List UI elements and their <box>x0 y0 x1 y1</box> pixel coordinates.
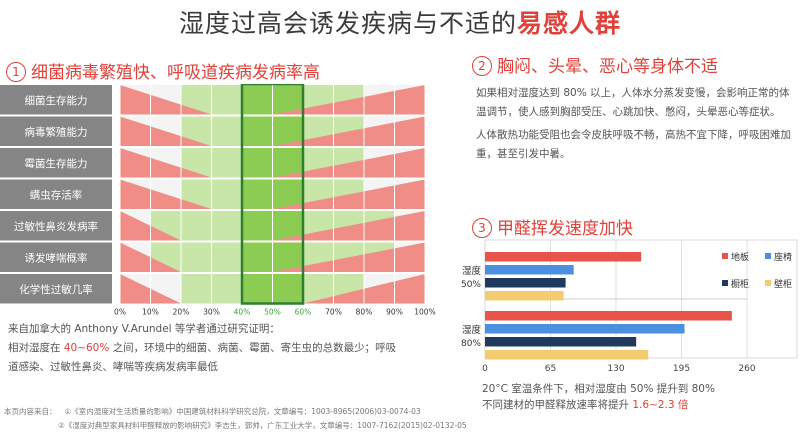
category-label: 湿度 <box>462 265 482 277</box>
section-2-para-2: 人体散热功能受阻也会令皮肤呼吸不畅，高热不宜下降，呼吸困难加重，甚至引发中暑。 <box>476 129 791 160</box>
section-1-line-3: 道感染、过敏性鼻炎、哮喘等疾病发病率最低 <box>8 361 218 373</box>
bar-壁柜 <box>485 350 649 360</box>
section-2-text: 如果相对湿度达到 80% 以上，人体水分蒸发变慢，会影响正常的体温调节，使人感到… <box>476 84 794 164</box>
page-title-highlight: 易感人群 <box>517 9 622 38</box>
section-2-number: 2 <box>472 56 492 76</box>
footnote-line-1: 本页内容来自： ①《室内湿度对生活质量的影响》中国建筑材料科学研究总院，文章编号：… <box>4 406 467 417</box>
humidity-matrix: 细菌生存能力病毒繁殖能力霉菌生存能力螨虫存活率过敏性鼻炎发病率诱发哮喘概率化学性… <box>0 84 436 317</box>
bar-壁柜 <box>485 291 564 301</box>
section-3-number: 3 <box>472 218 492 238</box>
legend-swatch <box>722 253 728 259</box>
risk-wedge-right <box>272 116 425 146</box>
legend-label: 壁柜 <box>774 278 792 290</box>
section-1-title: 1 细菌病毒繁殖快、呼吸道疾病发病率高 <box>6 58 320 83</box>
row-label-bg <box>0 242 112 272</box>
footnote-prefix: 本页内容来自： <box>4 407 57 416</box>
x-tick-label: 260 <box>738 364 755 374</box>
page-title: 湿度过高会诱发疾病与不适的易感人群 <box>0 4 800 40</box>
bar-地板 <box>485 311 732 321</box>
row-label: 化学性过敏几率 <box>19 283 93 296</box>
legend-swatch <box>765 253 771 259</box>
risk-wedge-right <box>272 148 425 178</box>
row-label: 细菌生存能力 <box>25 94 88 107</box>
percent-tick: 50% <box>264 308 281 317</box>
legend-swatch <box>765 280 771 286</box>
row-label-bg <box>0 179 112 209</box>
row-label: 螨虫存活率 <box>30 188 83 201</box>
page-title-text: 湿度过高会诱发疾病与不适的 <box>178 9 517 38</box>
percent-tick: 30% <box>203 308 220 317</box>
percent-tick: 90% <box>386 308 403 317</box>
risk-wedge-left <box>120 179 212 209</box>
risk-wedge-right <box>272 85 425 115</box>
percent-tick: 40% <box>234 308 251 317</box>
category-label: 湿度 <box>462 324 482 336</box>
row-label-bg <box>0 116 112 146</box>
legend-label: 座椅 <box>774 251 792 263</box>
category-label: 80% <box>461 339 481 349</box>
section-1-number: 1 <box>6 62 26 82</box>
percent-tick: 0% <box>114 308 126 317</box>
section-2-para-1: 如果相对湿度达到 80% 以上，人体水分蒸发变慢，会影响正常的体温调节，使人感到… <box>476 87 790 118</box>
release-rate-increase: 1.6~2.3 倍 <box>632 399 689 411</box>
row-label-bg <box>0 148 112 178</box>
bar-橱柜 <box>485 337 637 347</box>
section-1-line-2b: 之间，环境中的细菌、病菌、霉菌、寄生虫的总数最少；呼吸 <box>109 342 397 354</box>
x-tick-label: 65 <box>545 364 556 374</box>
percent-tick: 70% <box>325 308 342 317</box>
risk-wedge-left <box>120 116 212 146</box>
row-label: 病毒繁殖能力 <box>25 125 88 138</box>
risk-wedge-right <box>272 179 425 209</box>
percent-tick: 60% <box>295 308 312 317</box>
footnote-ref-1: ①《室内湿度对生活质量的影响》中国建筑材料科学研究总院，文章编号：1003-89… <box>64 407 421 416</box>
x-tick-label: 0 <box>482 364 488 374</box>
section-3-note-2: 不同建材的甲醛释放速率将提升 1.6~2.3 倍 <box>482 397 797 413</box>
x-tick-label: 130 <box>607 364 624 374</box>
row-label-bg <box>0 274 112 304</box>
risk-wedge-left <box>120 148 212 178</box>
section-3-note-1: 20°C 室温条件下，相对湿度由 50% 提升到 80% <box>482 383 715 395</box>
section-3-title: 3 甲醛挥发速度加快 <box>472 214 633 239</box>
percent-tick: 100% <box>414 308 435 317</box>
x-tick-label: 195 <box>673 364 690 374</box>
section-2-title-text: 胸闷、头晕、恶心等身体不适 <box>497 57 718 77</box>
risk-wedge-right <box>272 211 425 241</box>
section-1-line-2a: 相对湿度在 <box>8 342 64 354</box>
legend-label: 地板 <box>731 251 749 263</box>
category-label: 50% <box>461 280 481 290</box>
section-3-title-text: 甲醛挥发速度加快 <box>497 219 633 239</box>
bar-座椅 <box>485 324 685 334</box>
optimal-frame <box>240 84 305 305</box>
section-3-note: 20°C 室温条件下，相对湿度由 50% 提升到 80% 不同建材的甲醛释放速率… <box>482 381 797 413</box>
footnote-ref-2: ②《湿度对典型家具材料甲醛释放的影响研究》李志生，郭帅，广东工业大学，文章编号：… <box>58 421 467 430</box>
risk-wedge-right <box>272 242 425 272</box>
section-2-title: 2 胸闷、头晕、恶心等身体不适 <box>472 52 718 77</box>
section-3-note-2a: 不同建材的甲醛释放速率将提升 <box>482 399 633 411</box>
percent-tick: 80% <box>356 308 373 317</box>
legend-label: 橱柜 <box>731 278 749 290</box>
bar-座椅 <box>485 265 574 275</box>
section-1-title-text: 细菌病毒繁殖快、呼吸道疾病发病率高 <box>31 63 320 83</box>
legend-swatch <box>722 280 728 286</box>
row-label-bg <box>0 85 112 115</box>
row-label-bg <box>0 211 112 241</box>
row-label: 过敏性鼻炎发病率 <box>14 220 98 233</box>
row-label: 诱发哮喘概率 <box>25 251 88 264</box>
footnote: 本页内容来自： ①《室内湿度对生活质量的影响》中国建筑材料科学研究总院，文章编号：… <box>4 406 467 431</box>
section-1-line-2: 相对湿度在 40~60% 之间，环境中的细菌、病菌、霉菌、寄生虫的总数最少；呼吸 <box>8 339 448 358</box>
section-1-text: 来自加拿大的 Anthony V.Arundel 等学者通过研究证明： 相对湿度… <box>8 320 448 377</box>
optimal-range: 40~60% <box>63 342 110 354</box>
section-1-line-1: 来自加拿大的 Anthony V.Arundel 等学者通过研究证明： <box>8 323 280 335</box>
bar-地板 <box>485 252 642 262</box>
risk-wedge-left <box>120 85 212 115</box>
percent-tick: 10% <box>142 308 159 317</box>
percent-tick: 20% <box>173 308 190 317</box>
row-label: 霉菌生存能力 <box>25 157 88 170</box>
bar-橱柜 <box>485 278 566 288</box>
